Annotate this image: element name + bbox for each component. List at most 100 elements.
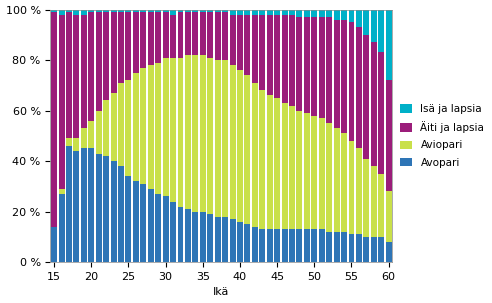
Bar [230, 10, 236, 15]
Bar [252, 83, 258, 227]
Bar [348, 235, 354, 262]
Bar [311, 17, 317, 116]
Bar [170, 10, 176, 15]
Bar [185, 10, 191, 12]
Bar [163, 10, 169, 12]
Bar [319, 10, 325, 17]
Bar [51, 12, 57, 227]
Bar [274, 15, 280, 98]
Bar [207, 12, 213, 58]
Bar [170, 58, 176, 201]
Bar [96, 111, 102, 154]
Bar [245, 75, 250, 224]
Bar [259, 15, 265, 90]
Bar [96, 12, 102, 111]
Bar [356, 10, 362, 27]
Bar [125, 12, 131, 80]
Bar [163, 58, 169, 196]
Bar [297, 229, 303, 262]
Bar [245, 224, 250, 262]
Bar [155, 63, 161, 194]
Bar [148, 12, 154, 65]
Bar [378, 237, 384, 262]
Bar [371, 166, 377, 237]
Bar [192, 211, 198, 262]
Bar [125, 80, 131, 176]
Bar [118, 12, 124, 83]
Bar [222, 12, 228, 60]
Bar [66, 146, 72, 262]
Bar [319, 118, 325, 229]
Bar [81, 10, 87, 15]
Bar [297, 111, 303, 229]
Bar [386, 191, 392, 242]
Bar [222, 217, 228, 262]
Bar [334, 10, 339, 20]
Legend: Isä ja lapsia, Äiti ja lapsia, Aviopari, Avopari: Isä ja lapsia, Äiti ja lapsia, Aviopari,… [398, 102, 487, 170]
Bar [304, 17, 310, 113]
Bar [371, 42, 377, 166]
Bar [341, 133, 347, 232]
Bar [81, 15, 87, 128]
Bar [252, 10, 258, 15]
Bar [341, 232, 347, 262]
Bar [304, 229, 310, 262]
Bar [185, 12, 191, 55]
Bar [252, 15, 258, 83]
Bar [289, 229, 295, 262]
Bar [311, 10, 317, 17]
Bar [118, 10, 124, 12]
Bar [89, 10, 94, 12]
Bar [371, 10, 377, 42]
Bar [326, 10, 332, 17]
Bar [178, 58, 184, 207]
Bar [281, 229, 287, 262]
Bar [326, 17, 332, 123]
Bar [148, 189, 154, 262]
Bar [230, 219, 236, 262]
Bar [178, 12, 184, 58]
Bar [81, 128, 87, 148]
Bar [118, 83, 124, 166]
Bar [133, 181, 139, 262]
Bar [118, 166, 124, 262]
Bar [378, 52, 384, 174]
Bar [326, 123, 332, 232]
Bar [326, 232, 332, 262]
Bar [334, 232, 339, 262]
Bar [66, 138, 72, 146]
Bar [215, 217, 220, 262]
Bar [133, 73, 139, 181]
Bar [281, 103, 287, 229]
Bar [51, 10, 57, 12]
Bar [89, 12, 94, 121]
Bar [103, 156, 109, 262]
X-axis label: Ikä: Ikä [213, 288, 230, 298]
Bar [304, 10, 310, 17]
Bar [222, 10, 228, 12]
Bar [267, 10, 273, 15]
Bar [89, 148, 94, 262]
Bar [140, 68, 146, 184]
Bar [66, 12, 72, 138]
Bar [200, 10, 206, 12]
Bar [386, 242, 392, 262]
Bar [334, 20, 339, 128]
Bar [237, 70, 243, 222]
Bar [192, 55, 198, 211]
Bar [111, 10, 117, 12]
Bar [178, 10, 184, 12]
Bar [378, 10, 384, 52]
Bar [311, 229, 317, 262]
Bar [163, 12, 169, 58]
Bar [348, 22, 354, 141]
Bar [155, 10, 161, 12]
Bar [81, 148, 87, 262]
Bar [319, 17, 325, 118]
Bar [230, 65, 236, 219]
Bar [59, 194, 64, 262]
Bar [207, 58, 213, 214]
Bar [125, 10, 131, 12]
Bar [237, 15, 243, 70]
Bar [341, 20, 347, 133]
